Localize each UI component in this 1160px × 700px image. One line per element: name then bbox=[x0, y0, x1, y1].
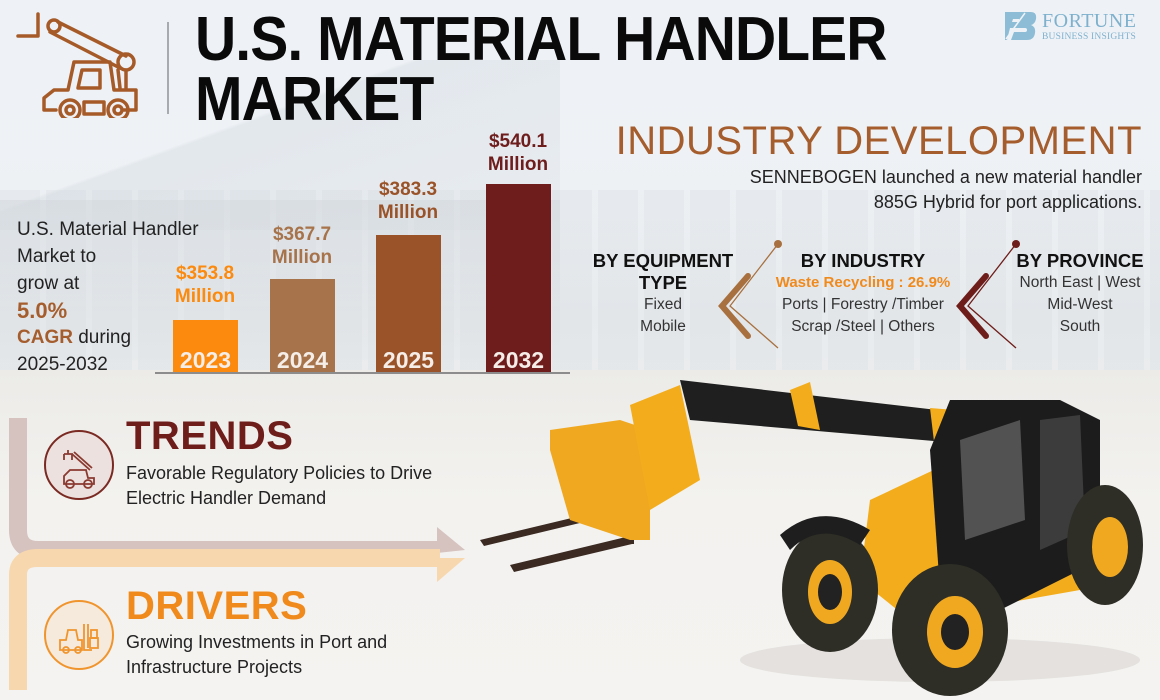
segment-item: Scrap /Steel | Others bbox=[791, 318, 935, 335]
segment-item: South bbox=[1059, 318, 1101, 335]
trends-icon-circle bbox=[44, 430, 114, 500]
cagr-line-3: grow at bbox=[17, 273, 80, 294]
segment-province: BY PROVINCE North East | West Mid-West S… bbox=[1010, 250, 1150, 338]
segment-title: BY PROVINCE bbox=[1016, 250, 1144, 271]
segment-title: BY EQUIPMENT bbox=[592, 250, 734, 271]
segment-equipment-type: BY EQUIPMENT TYPE Fixed Mobile bbox=[588, 250, 738, 338]
forklift-icon bbox=[59, 624, 99, 654]
bar-2032: 2032 bbox=[486, 184, 551, 372]
trends-title: TRENDS bbox=[126, 414, 294, 458]
segment-item: North East | West bbox=[1019, 274, 1141, 291]
chevron-divider-darkred-icon bbox=[956, 240, 1020, 349]
industry-development-title: INDUSTRY DEVELOPMENT bbox=[615, 119, 1142, 163]
bar-year-label: 2024 bbox=[276, 347, 329, 373]
bar-year-label: 2025 bbox=[382, 347, 435, 373]
bar-year-label: 2023 bbox=[179, 347, 232, 373]
segment-title: BY INDUSTRY bbox=[800, 250, 926, 271]
bar-year-label: 2032 bbox=[492, 347, 545, 373]
drivers-description: Growing Investments in Port and Infrastr… bbox=[126, 632, 388, 677]
segment-item: Mobile bbox=[640, 318, 686, 335]
telehandler-machine-illustration bbox=[480, 380, 1143, 696]
fortune-business-insights-logo: FORTUNE BUSINESS INSIGHTS bbox=[1005, 10, 1155, 44]
chart-baseline bbox=[155, 372, 570, 374]
segment-item: Mid-West bbox=[1047, 296, 1113, 313]
cagr-rate: 5.0% bbox=[17, 298, 68, 323]
bar-value-label-2032: $540.1 Million bbox=[487, 131, 549, 175]
fbi-logo-icon bbox=[1005, 12, 1037, 40]
segment-highlight: Waste Recycling : 26.9% bbox=[775, 274, 951, 291]
industry-development-description: SENNEBOGEN launched a new material handl… bbox=[749, 167, 1142, 212]
segment-item: Ports | Forestry /Timber bbox=[782, 296, 944, 313]
chevron-divider-brown-icon bbox=[718, 240, 782, 349]
telehandler-icon bbox=[63, 450, 95, 489]
bar-2025: 2025 bbox=[376, 235, 441, 372]
bar-value-label-2025: $383.3 Million bbox=[377, 179, 439, 223]
trends-description: Favorable Regulatory Policies to Drive E… bbox=[126, 463, 433, 508]
drivers-title: DRIVERS bbox=[126, 584, 308, 628]
bar-value-label-2024: $367.7 Million bbox=[271, 224, 333, 268]
cagr-summary: U.S. Material Handler Market to grow at … bbox=[17, 216, 199, 378]
segment-item: Fixed bbox=[644, 296, 682, 313]
cagr-line-2: Market to bbox=[17, 246, 97, 267]
title-divider bbox=[167, 22, 169, 114]
material-handler-logo-icon bbox=[16, 12, 138, 118]
bar-2024: 2024 bbox=[270, 279, 335, 372]
market-size-bar-chart: $353.8 Million 2023 $367.7 Million 2024 $3… bbox=[155, 120, 570, 375]
drivers-icon-circle bbox=[44, 600, 114, 670]
bar-value-label-2023: $353.8 Million bbox=[174, 263, 236, 307]
page-title: U.S. MATERIAL HANDLER MARKET bbox=[195, 5, 887, 134]
brand-name: FORTUNE bbox=[1042, 10, 1137, 32]
segment-industry: BY INDUSTRY Waste Recycling : 26.9% Port… bbox=[768, 250, 958, 338]
cagr-during: during bbox=[72, 327, 132, 348]
cagr-line-1: U.S. Material Handler bbox=[17, 219, 199, 240]
title-line-1: U.S. MATERIAL HANDLER bbox=[195, 5, 887, 74]
cagr-period: 2025-2032 bbox=[17, 354, 108, 375]
segment-title: TYPE bbox=[638, 272, 688, 293]
cagr-label: CAGR bbox=[17, 327, 73, 348]
bar-2023: 2023 bbox=[173, 320, 238, 372]
title-line-2: MARKET bbox=[195, 65, 434, 134]
trends-drivers-arrows bbox=[9, 418, 465, 690]
brand-subtitle: BUSINESS INSIGHTS bbox=[1042, 32, 1136, 42]
